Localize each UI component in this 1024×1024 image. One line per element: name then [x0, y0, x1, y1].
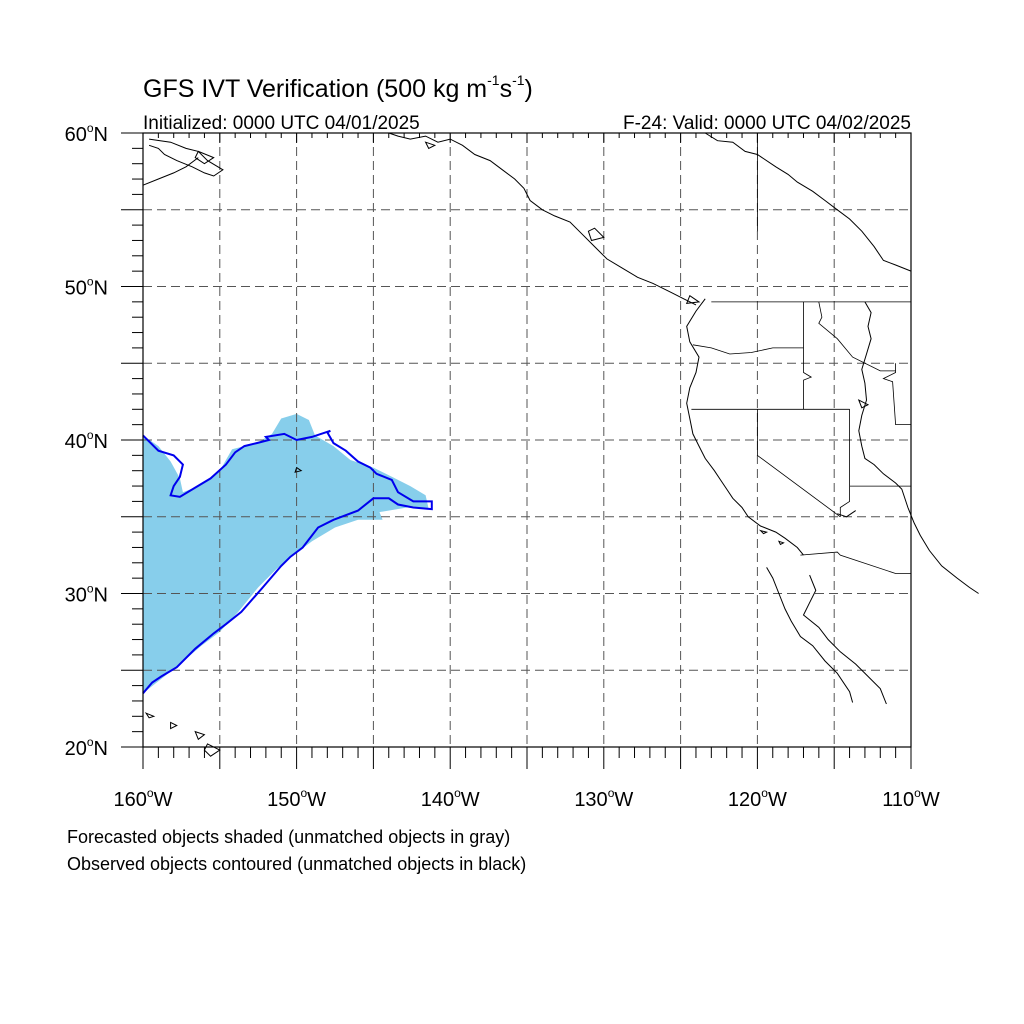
coastline-segment [388, 132, 697, 306]
longitude-labels: 160oW 150oW 140oW 130oW 120oW 110oW [114, 786, 940, 811]
forecast-object-layer [143, 413, 429, 694]
map-title: GFS IVT Verification (500 kg m-1s-1) [143, 72, 533, 103]
island-outline [587, 227, 605, 242]
coastline-segment [142, 157, 199, 186]
lat-label: 20oN [65, 735, 108, 760]
observed-object-contour [142, 429, 433, 694]
island-outline [194, 150, 215, 165]
lat-label: 30oN [65, 582, 108, 607]
island-outline [294, 466, 303, 473]
lon-label: 160oW [114, 786, 173, 811]
lon-label: 140oW [421, 786, 480, 811]
forecast-object-shade [143, 413, 429, 694]
border-segment [839, 409, 850, 517]
lon-label: 150oW [267, 786, 326, 811]
coastline-segment [858, 301, 979, 594]
island-outline [144, 712, 156, 719]
coastline-segment [704, 132, 912, 272]
island-outline [170, 721, 178, 730]
border-segment [882, 363, 911, 425]
coastline-segment [766, 567, 854, 703]
island-outline [857, 399, 870, 409]
border-segment [800, 551, 911, 574]
footer-forecast-note: Forecasted objects shaded (unmatched obj… [67, 827, 510, 847]
valid-label: F-24: Valid: 0000 UTC 04/02/2025 [623, 113, 911, 134]
island-outline [203, 743, 221, 757]
island-outline [194, 730, 206, 741]
latitude-labels: 60oN 50oN 40oN 30oN 20oN [65, 121, 108, 760]
lon-label: 120oW [728, 786, 787, 811]
island-outline [685, 294, 701, 304]
border-segment [803, 301, 813, 410]
lat-label: 60oN [65, 121, 108, 146]
init-label: Initialized: 0000 UTC 04/01/2025 [143, 113, 420, 134]
lat-label: 40oN [65, 428, 108, 453]
coastline-segment [686, 298, 804, 556]
graticule [143, 133, 911, 747]
coastline-segment [148, 138, 224, 177]
lon-label: 110oW [882, 786, 940, 811]
coastlines [142, 132, 979, 757]
coastline-segment [802, 574, 887, 705]
lat-label: 50oN [65, 275, 108, 300]
border-segment [692, 344, 804, 355]
footer-observed-note: Observed objects contoured (unmatched ob… [67, 854, 526, 874]
political-borders [691, 133, 911, 574]
observed-object-layer [142, 429, 433, 694]
island-outline [758, 529, 769, 535]
border-segment [757, 409, 841, 518]
axis-ticks [121, 132, 912, 769]
border-segment [818, 301, 896, 372]
island-outline [424, 141, 437, 150]
lon-label: 130oW [574, 786, 633, 811]
island-outline [777, 540, 785, 546]
